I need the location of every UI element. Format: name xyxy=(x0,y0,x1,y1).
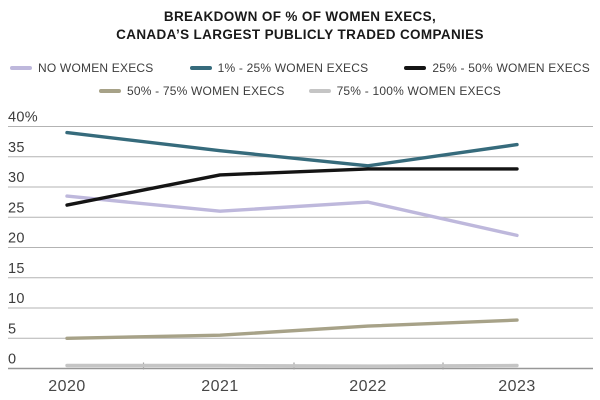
chart-title-line-2: CANADA’S LARGEST PUBLICLY TRADED COMPANI… xyxy=(116,26,484,42)
legend-label: 25% - 50% WOMEN EXECS xyxy=(432,61,590,75)
legend-row-2: 50% - 75% WOMEN EXECS 75% - 100% WOMEN EX… xyxy=(0,84,600,98)
series-line-50-75-women-execs xyxy=(65,318,519,340)
x-axis-label: 2020 xyxy=(48,378,86,395)
y-axis-label: 35 xyxy=(8,140,25,156)
legend-swatch-icon xyxy=(10,66,32,70)
chart-title: BREAKDOWN OF % OF WOMEN EXECS, CANADA’S … xyxy=(0,8,600,44)
legend-swatch-icon xyxy=(404,66,427,70)
series-line-75-100-women-execs xyxy=(65,363,519,368)
x-axis-label: 2021 xyxy=(201,378,239,395)
y-axis-label: 0 xyxy=(8,352,16,368)
legend-swatch-icon xyxy=(189,66,212,70)
legend-item-no-women-execs: NO WOMEN EXECS xyxy=(10,61,153,75)
chart-title-line-1: BREAKDOWN OF % OF WOMEN EXECS, xyxy=(163,9,437,24)
legend-item-50-75-women-execs: 50% - 75% WOMEN EXECS xyxy=(98,84,285,98)
series-line-no-women-execs xyxy=(65,194,519,238)
legend-label: NO WOMEN EXECS xyxy=(38,61,154,75)
y-axis-label: 20 xyxy=(8,231,25,247)
legend-item-1-25-women-execs: 1% - 25% WOMEN EXECS xyxy=(189,61,369,75)
y-axis-label: 5 xyxy=(8,321,16,337)
legend-label: 75% - 100% WOMEN EXECS xyxy=(336,84,502,98)
legend-item-25-50-women-execs: 25% - 50% WOMEN EXECS xyxy=(404,61,590,75)
series-line-1-25-women-execs xyxy=(65,130,519,168)
legend-row-1: NO WOMEN EXECS 1% - 25% WOMEN EXECS 25% - … xyxy=(0,61,600,75)
legend-swatch-icon xyxy=(308,89,331,93)
legend: NO WOMEN EXECS 1% - 25% WOMEN EXECS 25% - … xyxy=(0,61,600,98)
x-axis-label: 2022 xyxy=(349,378,387,395)
y-axis-label: 10 xyxy=(8,291,25,307)
y-axis-label: 40% xyxy=(8,110,38,126)
y-axis-label: 30 xyxy=(8,170,25,186)
legend-label: 1% - 25% WOMEN EXECS xyxy=(217,61,369,75)
legend-label: 50% - 75% WOMEN EXECS xyxy=(126,84,285,98)
series-line-25-50-women-execs xyxy=(65,167,519,207)
x-axis-label: 2023 xyxy=(498,378,536,395)
legend-swatch-icon xyxy=(98,89,121,93)
y-axis-label: 25 xyxy=(8,200,25,216)
legend-item-75-100-women-execs: 75% - 100% WOMEN EXECS xyxy=(308,84,502,98)
y-axis-label: 15 xyxy=(8,261,25,277)
